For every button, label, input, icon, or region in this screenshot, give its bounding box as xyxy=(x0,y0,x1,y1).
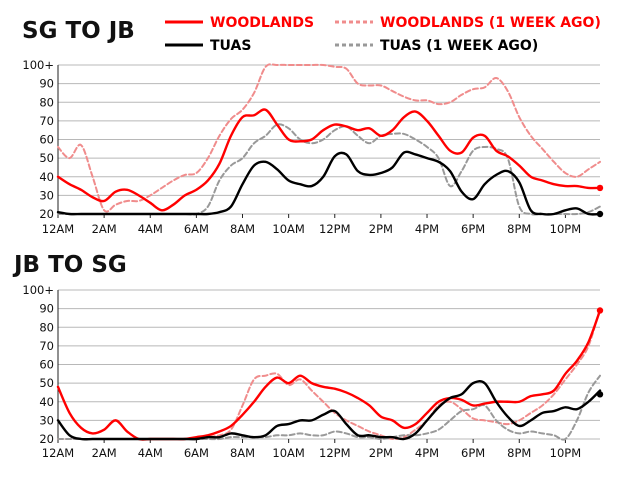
y-tick-label: 90 xyxy=(39,77,54,91)
legend-label: WOODLANDS (1 WEEK AGO) xyxy=(380,15,601,31)
legend-item-woodlands: WOODLANDS xyxy=(165,15,314,31)
y-tick-label: 80 xyxy=(39,320,54,334)
chart-title-jb-to-sg: JB TO SG xyxy=(12,252,127,278)
legend-item-tuas-prev: TUAS (1 WEEK AGO) xyxy=(335,38,538,54)
y-tick-label: 60 xyxy=(39,358,54,372)
x-tick-label: 10PM xyxy=(550,222,582,236)
x-tick-label: 2AM xyxy=(92,446,117,460)
x-tick-label: 12AM xyxy=(42,222,74,236)
y-tick-label: 50 xyxy=(39,151,54,165)
y-tick-label: 100+ xyxy=(22,58,54,72)
x-tick-label: 8AM xyxy=(230,222,255,236)
series-line-woodlands-prev xyxy=(57,63,601,213)
x-tick-label: 8PM xyxy=(507,222,531,236)
legend-label: WOODLANDS xyxy=(210,15,314,31)
x-tick-label: 4AM xyxy=(138,446,163,460)
x-tick-label: 10AM xyxy=(272,222,304,236)
series-line-woodlands-prev xyxy=(57,307,601,441)
y-tick-label: 40 xyxy=(39,395,54,409)
chart-jb-to-sg: 20 30 40 50 60 70 80 90 100+ 12AM 2AM 4AM 6AM 8AM 10AM… xyxy=(22,283,604,460)
y-tick-label: 70 xyxy=(39,114,54,128)
x-tick-label: 2PM xyxy=(369,446,393,460)
x-tick-label: 4PM xyxy=(415,222,439,236)
y-tick-label: 60 xyxy=(39,133,54,147)
x-tick-label: 10AM xyxy=(272,446,304,460)
x-tick-label: 2PM xyxy=(369,222,393,236)
end-marker-woodlands xyxy=(596,184,604,192)
y-tick-label: 30 xyxy=(39,413,54,427)
x-tick-label: 6AM xyxy=(184,222,209,236)
x-tick-label: 4PM xyxy=(415,446,439,460)
x-tick-label: 8PM xyxy=(507,446,531,460)
series-line-tuas xyxy=(56,150,602,216)
x-tick-label: 6AM xyxy=(184,446,209,460)
y-tick-label: 100+ xyxy=(22,283,54,297)
end-marker-tuas xyxy=(596,210,604,218)
x-tick-label: 2AM xyxy=(92,222,117,236)
y-tick-label: 40 xyxy=(39,170,54,184)
legend-label: TUAS (1 WEEK AGO) xyxy=(380,38,538,54)
end-marker-tuas xyxy=(596,391,604,398)
x-tick-label: 4AM xyxy=(138,222,163,236)
x-tick-label: 12PM xyxy=(319,446,351,460)
series-line-tuas xyxy=(56,380,602,441)
y-tick-label: 90 xyxy=(39,302,54,316)
y-tick-label: 70 xyxy=(39,339,54,353)
x-tick-label: 6PM xyxy=(461,222,485,236)
x-tick-label: 6PM xyxy=(461,446,485,460)
chart-title-sg-to-jb: SG TO JB xyxy=(22,18,135,44)
y-tick-label: 30 xyxy=(39,188,54,202)
x-tick-label: 8AM xyxy=(230,446,255,460)
x-tick-label: 10PM xyxy=(550,446,582,460)
legend-item-woodlands-prev: WOODLANDS (1 WEEK AGO) xyxy=(335,15,601,31)
y-tick-label: 80 xyxy=(39,95,54,109)
y-tick-label: 20 xyxy=(39,432,54,446)
y-tick-label: 50 xyxy=(39,376,54,390)
chart-sg-to-jb: 20 30 40 50 60 70 80 90 100+ 12AM 2AM 4AM 6AM 8AM 10AM… xyxy=(22,58,604,236)
legend-item-tuas: TUAS xyxy=(165,38,251,54)
legend-label: TUAS xyxy=(210,38,251,54)
y-tick-label: 20 xyxy=(39,207,54,221)
x-tick-label: 12AM xyxy=(42,446,74,460)
x-tick-label: 12PM xyxy=(319,222,351,236)
series-line-woodlands xyxy=(56,108,602,212)
legend: WOODLANDS WOODLANDS (1 WEEK AGO) TUAS TUAS … xyxy=(165,15,601,54)
end-marker-woodlands xyxy=(596,307,604,314)
